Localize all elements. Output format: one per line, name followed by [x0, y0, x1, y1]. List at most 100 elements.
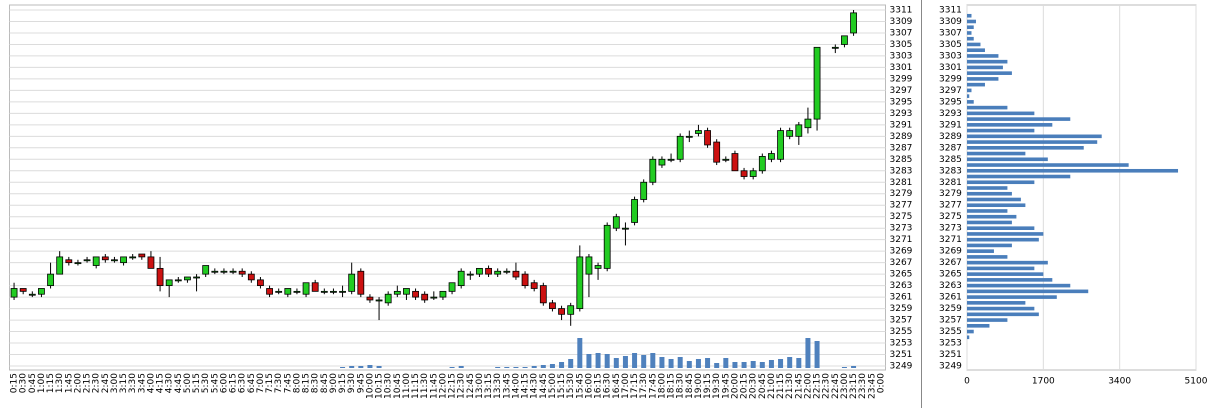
profile-bar	[967, 266, 1035, 271]
x-tick-label: 11:45	[429, 373, 439, 399]
candle-body	[777, 130, 784, 160]
candle-body	[704, 130, 711, 146]
y-tick-label: 3311	[890, 6, 913, 16]
candle-body	[120, 256, 127, 264]
y-tick-label: 3299	[939, 74, 962, 84]
candle-body	[649, 158, 657, 183]
candle-body	[421, 293, 429, 301]
candle-body	[430, 296, 438, 299]
y-tick-label: 3285	[890, 155, 913, 165]
y-tick-label: 3257	[939, 316, 962, 326]
candle-body	[685, 135, 693, 138]
x-tick-label: 12:15	[448, 373, 458, 399]
x-tick-label: 20:45	[758, 373, 768, 399]
profile-bar	[967, 255, 1008, 259]
profile-bar	[967, 335, 970, 340]
y-tick-label: 3301	[939, 63, 962, 73]
profile-bar	[967, 128, 1035, 133]
profile-bar	[967, 197, 1021, 202]
x-tick-label: 9:45	[356, 373, 366, 393]
candle-body	[804, 118, 812, 129]
volume-bar	[814, 341, 820, 368]
y-tick-label: 3277	[890, 201, 913, 211]
x-tick-label: 23:00	[840, 373, 850, 399]
y-tick-label: 3267	[890, 258, 913, 268]
candle-body	[83, 259, 91, 262]
candle-body	[768, 153, 775, 160]
volume-bar	[559, 362, 565, 368]
candle-body	[156, 267, 164, 287]
profile-bar	[967, 134, 1102, 139]
y-tick-label: 3287	[890, 143, 913, 153]
x-tick-label: 9:15	[338, 373, 348, 393]
profile-bar	[967, 220, 1012, 225]
x-tick-label: 15:15	[557, 373, 567, 399]
profile-bar	[967, 243, 1012, 248]
profile-bar	[967, 163, 1129, 167]
candle-body	[211, 270, 219, 273]
y-tick-label: 3311	[939, 6, 962, 16]
x-tick-label: 8:00	[292, 373, 302, 393]
profile-bar	[967, 19, 976, 24]
x-tick-label: 7:45	[283, 373, 293, 393]
volume-bar	[787, 357, 793, 368]
y-tick-label: 3281	[939, 178, 962, 188]
candle-body	[713, 141, 721, 163]
profile-bar	[967, 272, 1044, 276]
x-tick-label: 10:30	[384, 373, 394, 399]
candle-body	[740, 170, 748, 177]
x-tick-label: 17:45	[648, 373, 658, 399]
x-tick-label: 11:00	[402, 373, 412, 399]
x-tick-label: 19:00	[694, 373, 704, 399]
x-tick-label: 10:00	[365, 373, 375, 399]
x-tick-label: 4:30	[165, 373, 175, 393]
profile-bar	[967, 209, 1008, 213]
candle-body	[494, 270, 502, 275]
x-tick-label: 17:30	[639, 373, 649, 399]
y-tick-label: 3283	[939, 166, 962, 176]
profile-bar	[967, 203, 1026, 208]
profile-bar	[967, 65, 1003, 70]
x-tick-label: 19:30	[712, 373, 722, 399]
x-tick-label: 15:30	[566, 373, 576, 399]
y-tick-label: 3291	[939, 120, 962, 130]
y-tick-label: 3263	[939, 281, 962, 291]
x-tick-label: 6:00	[219, 373, 229, 393]
candle-body	[749, 170, 757, 177]
y-tick-label: 3297	[890, 86, 913, 96]
y-tick-label: 3251	[890, 350, 913, 360]
volume-bar	[695, 359, 701, 368]
candle-body	[138, 253, 146, 258]
candle-body	[530, 282, 538, 289]
candle-body	[229, 270, 237, 273]
x-tick-label: 0:00	[876, 373, 886, 393]
y-tick-label: 3303	[890, 51, 913, 61]
volume-bar	[376, 366, 382, 368]
x-tick-label: 2:15	[83, 373, 93, 393]
volume-bar	[759, 362, 765, 368]
candle-body	[28, 293, 36, 296]
profile-bar	[967, 186, 1008, 190]
x-tick-label: 9:30	[347, 373, 357, 393]
y-tick-label: 3275	[890, 212, 913, 222]
candle-body	[202, 265, 210, 275]
volume-bar	[586, 354, 592, 368]
candle-body	[731, 153, 739, 172]
candle-body	[275, 290, 283, 293]
profile-bar	[967, 237, 1039, 242]
y-tick-label: 3297	[939, 86, 962, 96]
profile-bar	[967, 301, 1026, 305]
volume-bar	[805, 338, 811, 368]
x-tick-label: 0:15	[10, 373, 20, 393]
profile-bar	[967, 25, 974, 30]
y-tick-label: 3305	[939, 40, 962, 50]
candle-body	[676, 135, 684, 160]
volume-bar	[495, 367, 501, 368]
profile-bar	[967, 88, 972, 93]
profile-bar	[967, 48, 985, 52]
volume-bar	[531, 366, 537, 368]
x-tick-label: 1700	[1032, 377, 1055, 387]
x-tick-label: 5:45	[210, 373, 220, 393]
volume-bar	[604, 354, 610, 368]
profile-bar	[967, 174, 1071, 179]
